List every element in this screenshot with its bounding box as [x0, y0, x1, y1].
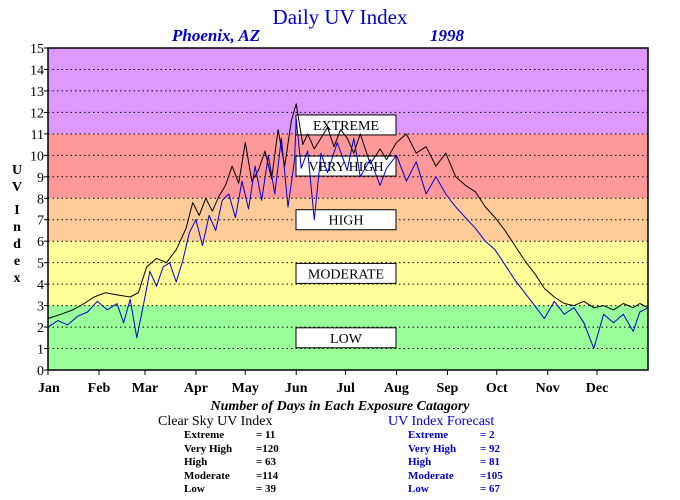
category-label: LOW: [330, 332, 363, 347]
row-value: = 63: [256, 456, 277, 469]
row-value: =114: [256, 469, 279, 482]
clear-sky-title: Clear Sky UV Index: [158, 414, 273, 429]
y-tick-label: 10: [30, 149, 44, 164]
forecast-panel: UV Index Forecast Extreme = 2 Very High = …: [388, 414, 503, 497]
y-tick-label: 3: [37, 300, 44, 315]
y-axis-label: U V I n d e x: [10, 162, 24, 287]
y-tick-label: 9: [37, 171, 44, 186]
plot-frame: [47, 47, 649, 371]
clear-sky-row: High = 63: [184, 456, 279, 470]
y-tick-label: 7: [37, 214, 44, 229]
row-value: = 81: [480, 456, 501, 469]
row-label: Low: [408, 483, 429, 496]
category-label-box: [295, 327, 397, 349]
y-axis-label-letter: n: [13, 220, 21, 235]
forecast-row: Very High = 92: [408, 443, 503, 457]
y-tick-label: 15: [30, 42, 44, 57]
category-label: EXTREME: [313, 119, 379, 134]
forecast-row: High = 81: [408, 456, 503, 470]
row-label: Moderate: [184, 469, 230, 482]
year-label: 1998: [430, 26, 464, 45]
y-axis-label-letter: x: [13, 271, 21, 286]
gridlines: [48, 68, 648, 350]
summary-title: Number of Days in Each Exposure Catagory: [210, 399, 470, 414]
y-axis-label-letter: U: [11, 163, 23, 178]
series-line-uv-index-forecast: [47, 118, 649, 349]
y-axis-label-letter: V: [11, 180, 23, 195]
row-value: = 2: [480, 429, 495, 441]
category-label-box: [295, 209, 397, 231]
location-label: Phoenix, AZ: [172, 26, 261, 45]
x-tick-label: May: [232, 381, 259, 396]
forecast-row: Extreme = 2: [408, 429, 503, 443]
x-tick-label: Apr: [184, 381, 208, 396]
category-label: MODERATE: [308, 267, 384, 282]
row-value: = 67: [480, 483, 501, 496]
x-axis-ticks: Jan Feb Mar Apr May Jun Jul Aug Sep Oct Nov Dec: [38, 370, 608, 396]
row-label: High: [184, 456, 208, 469]
y-tick-label: 2: [37, 321, 44, 336]
x-tick-label: Oct: [486, 381, 508, 396]
clear-sky-row: Low = 39: [184, 483, 279, 497]
clear-sky-row: Moderate =114: [184, 470, 279, 484]
clear-sky-row: Very High =120: [184, 443, 279, 457]
clear-sky-row: Extreme = 11: [184, 429, 279, 443]
row-value: =120: [256, 442, 279, 455]
x-tick-label: Jun: [285, 381, 308, 396]
forecast-row: Moderate =105: [408, 470, 503, 484]
row-label: Extreme: [408, 429, 449, 441]
y-tick-label: 4: [37, 278, 44, 293]
y-tick-label: 6: [37, 235, 44, 250]
y-tick-label: 8: [37, 192, 44, 207]
row-value: = 11: [256, 429, 276, 441]
x-tick-label: Jan: [38, 381, 60, 396]
row-label: Very High: [408, 442, 457, 455]
row-value: = 39: [256, 483, 277, 496]
series-lines: [47, 103, 649, 349]
category-label: HIGH: [329, 214, 364, 229]
category-label-box: [295, 262, 397, 284]
row-value: =105: [480, 469, 503, 482]
row-label: Very High: [184, 442, 233, 455]
row-label: Extreme: [184, 429, 225, 441]
y-tick-label: 14: [30, 63, 44, 78]
x-tick-label: Nov: [536, 381, 560, 396]
forecast-row: Low = 67: [408, 483, 503, 497]
row-label: Moderate: [408, 469, 454, 482]
x-tick-label: Jul: [336, 381, 355, 396]
y-axis-label-letter: I: [14, 203, 20, 218]
series-line-clear-sky-uv-index: [47, 103, 649, 319]
y-axis-label-letter: e: [13, 254, 21, 269]
y-tick-label: 13: [30, 85, 44, 100]
x-tick-label: Sep: [437, 381, 459, 396]
x-tick-label: Mar: [132, 381, 158, 396]
row-label: Low: [184, 483, 205, 496]
x-tick-label: Aug: [384, 381, 409, 396]
clear-sky-panel: Clear Sky UV Index Extreme = 11 Very High…: [158, 414, 279, 497]
x-tick-label: Feb: [88, 381, 111, 396]
exposure-bands: [48, 48, 648, 370]
y-tick-label: 0: [37, 364, 44, 379]
y-tick-label: 1: [37, 343, 44, 358]
y-tick-label: 12: [30, 106, 44, 121]
y-axis-label-letter: d: [13, 237, 21, 252]
row-label: High: [408, 456, 432, 469]
y-tick-label: 11: [31, 128, 44, 143]
y-tick-label: 5: [37, 257, 44, 272]
forecast-title: UV Index Forecast: [388, 414, 495, 429]
row-value: = 92: [480, 442, 501, 455]
chart-title: Daily UV Index: [272, 5, 408, 29]
x-tick-label: Dec: [586, 381, 609, 396]
